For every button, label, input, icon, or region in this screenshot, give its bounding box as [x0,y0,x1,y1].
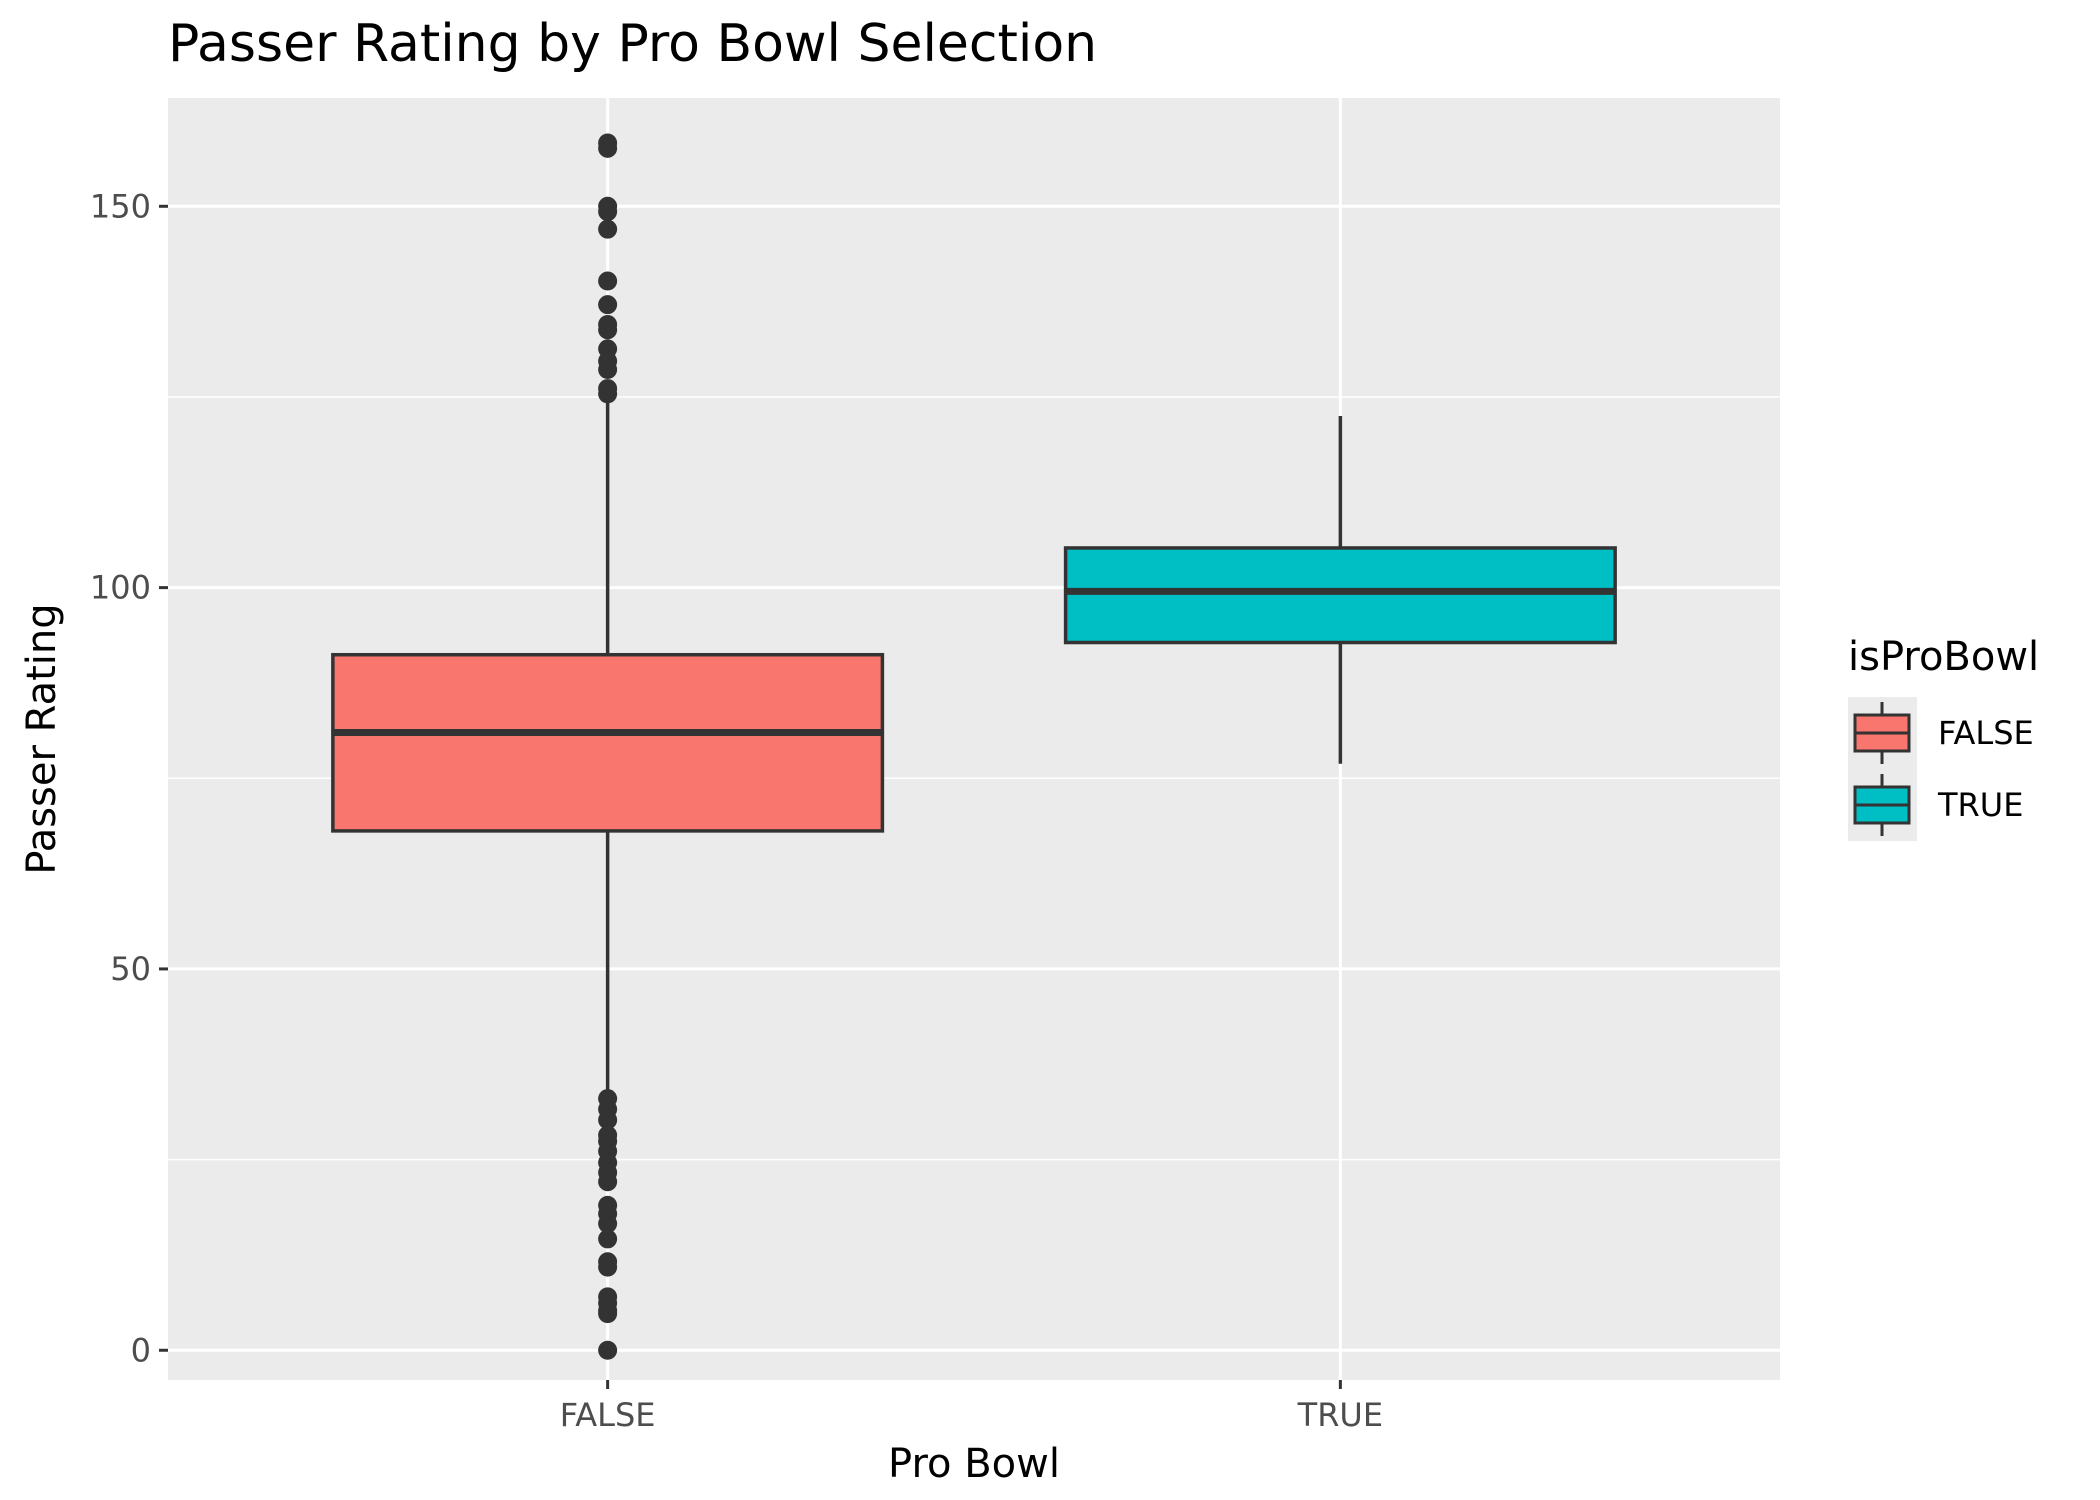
legend-title: isProBowl [1848,634,2039,680]
x-axis-title: Pro Bowl [888,1441,1060,1487]
x-axis: FALSE TRUE [560,1380,1383,1434]
legend-key-false: FALSE [1848,697,2034,769]
y-tick-label: 100 [90,569,151,607]
outlier-point [598,1110,618,1130]
legend-label: FALSE [1938,714,2034,752]
y-tick-label: 0 [131,1331,151,1369]
box-true [1063,416,1617,764]
y-tick-label: 150 [90,187,151,225]
outlier-point [598,219,618,239]
outlier-point [598,1229,618,1249]
outlier-point [598,138,618,158]
legend-key-true: TRUE [1848,769,2023,841]
x-tick-label: FALSE [560,1396,656,1434]
outlier-point [598,1304,618,1324]
legend: isProBowl FALSE TRUE [1848,634,2039,841]
box-false [331,133,885,1360]
outlier-point [598,295,618,315]
y-tick-label: 50 [110,950,151,988]
outlier-point [598,202,618,222]
outlier-point [598,1172,618,1192]
outlier-point [598,271,618,291]
boxes [331,133,1617,1360]
x-tick-label: TRUE [1297,1396,1383,1434]
y-axis-title: Passer Rating [19,603,65,874]
outlier-point [598,1257,618,1277]
legend-label: TRUE [1937,786,2023,824]
outlier-point [598,1340,618,1360]
y-axis: 0 50 100 150 [90,187,168,1369]
outlier-point [598,320,618,340]
outlier-point [598,360,618,380]
outlier-point [598,1214,618,1234]
box-body [331,652,885,833]
box-body [1063,546,1617,645]
legend-keys: FALSE TRUE [1848,697,2034,841]
chart-title: Passer Rating by Pro Bowl Selection [168,14,1097,74]
outlier-point [598,384,618,404]
